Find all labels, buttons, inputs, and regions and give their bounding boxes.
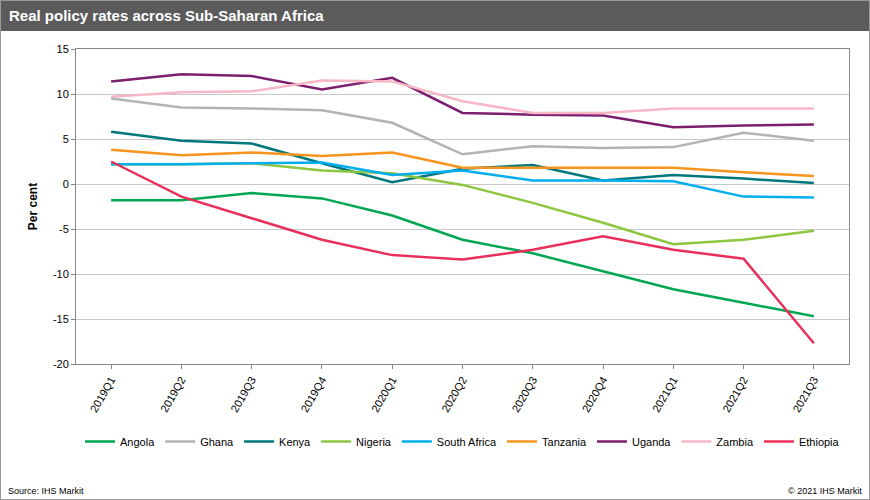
svg-text:South Africa: South Africa (437, 436, 497, 448)
svg-text:15: 15 (57, 43, 69, 55)
svg-text:© 2021 IHS Markit: © 2021 IHS Markit (788, 486, 862, 496)
svg-text:2020Q3: 2020Q3 (509, 374, 539, 414)
svg-text:-20: -20 (53, 358, 69, 370)
svg-text:2019Q1: 2019Q1 (88, 374, 118, 414)
svg-text:0: 0 (63, 178, 69, 190)
svg-text:-10: -10 (53, 268, 69, 280)
svg-text:2021Q1: 2021Q1 (650, 374, 680, 414)
svg-text:Uganda: Uganda (632, 436, 671, 448)
svg-text:2019Q3: 2019Q3 (228, 374, 258, 414)
svg-text:Zambia: Zambia (716, 436, 754, 448)
svg-text:2020Q2: 2020Q2 (439, 374, 469, 414)
svg-text:2021Q2: 2021Q2 (720, 374, 750, 414)
svg-text:Nigeria: Nigeria (356, 436, 392, 448)
svg-text:2020Q4: 2020Q4 (580, 374, 610, 414)
svg-text:2020Q1: 2020Q1 (369, 374, 399, 414)
html-text:Real policy rates across Sub-S: Real policy rates across Sub-Saharan Afr… (9, 7, 324, 24)
svg-text:10: 10 (57, 88, 69, 100)
svg-text:Kenya: Kenya (279, 436, 311, 448)
svg-text:-5: -5 (59, 223, 69, 235)
svg-text:2019Q2: 2019Q2 (158, 374, 188, 414)
svg-text:Tanzania: Tanzania (542, 436, 587, 448)
svg-text:5: 5 (63, 133, 69, 145)
svg-text:Angola: Angola (120, 436, 155, 448)
svg-text:Per cent: Per cent (26, 183, 40, 230)
svg-text:Ethiopia: Ethiopia (799, 436, 840, 448)
svg-text:-15: -15 (53, 313, 69, 325)
svg-text:2019Q4: 2019Q4 (298, 374, 328, 414)
svg-text:Source: IHS Markit: Source: IHS Markit (8, 486, 84, 496)
svg-text:2021Q3: 2021Q3 (790, 374, 820, 414)
svg-text:Ghana: Ghana (200, 436, 234, 448)
